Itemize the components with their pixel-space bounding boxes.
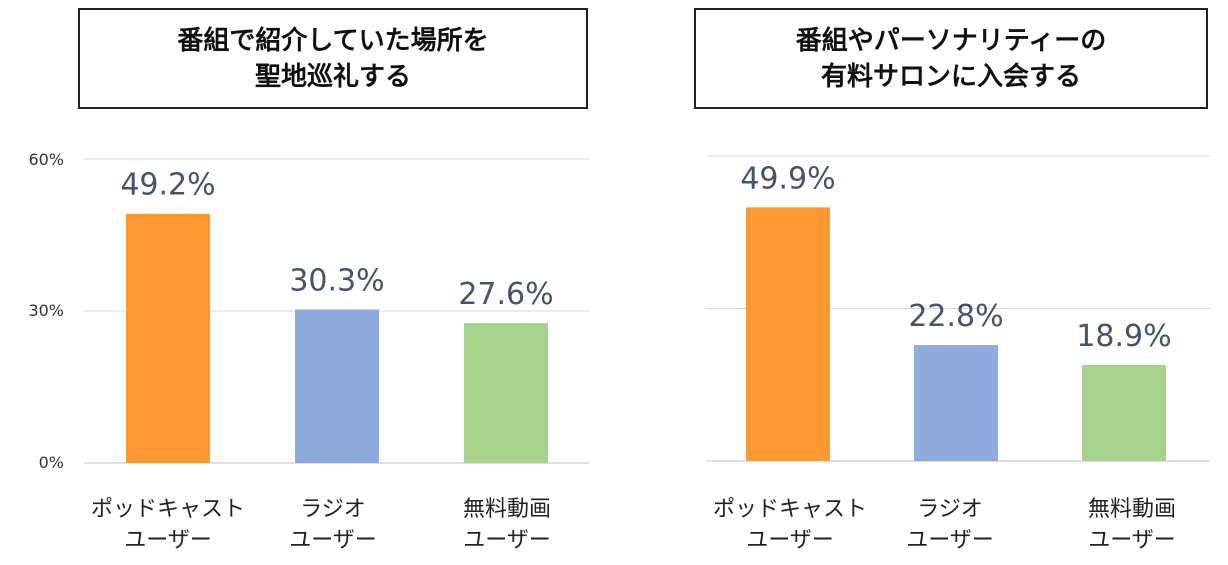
bar-radio <box>295 309 379 463</box>
category-label-line: 無料動画 <box>462 497 551 522</box>
value-label-podcast: 49.9% <box>740 161 835 196</box>
category-label-radio: ラジオ ユーザー <box>263 494 403 556</box>
category-label-line: ユーザー <box>906 528 994 553</box>
category-label-line: ユーザー <box>1088 528 1176 553</box>
category-label-radio: ラジオ ユーザー <box>880 494 1020 556</box>
chart-title-line-1: 番組で紹介していた場所を <box>177 25 489 56</box>
bar-free-video <box>464 323 548 463</box>
value-label-radio: 30.3% <box>289 263 384 298</box>
category-label-free-video: 無料動画 ユーザー <box>437 494 577 556</box>
category-label-line: ポッドキャスト <box>712 497 867 522</box>
value-label-free-video: 27.6% <box>458 277 553 312</box>
bar-radio <box>914 345 998 461</box>
category-label-podcast: ポッドキャスト ユーザー <box>680 494 900 556</box>
category-label-line: ラジオ <box>300 497 366 522</box>
y-tick-label: 30% <box>28 301 64 320</box>
bar-free-video <box>1082 364 1166 461</box>
bar-chart-right: 49.9% 22.8% 18.9% <box>706 155 1210 462</box>
chart-panel-left: 番組で紹介していた場所を 聖地巡礼する 60% 30% 0% 49.2% 30.3… <box>0 0 610 565</box>
value-label-radio: 22.8% <box>908 299 1003 334</box>
chart-panel-right: 番組やパーソナリティーの 有料サロンに入会する 49.9% 22.8% 18.9% … <box>614 0 1228 565</box>
bar-chart-left: 49.2% 30.3% 27.6% <box>84 158 590 464</box>
y-tick-label: 60% <box>28 150 64 169</box>
category-label-line: ユーザー <box>124 528 212 553</box>
category-label-line: ユーザー <box>289 528 377 553</box>
value-label-podcast: 49.2% <box>120 168 215 203</box>
chart-title-left: 番組で紹介していた場所を 聖地巡礼する <box>78 8 588 109</box>
chart-title-line-2: 有料サロンに入会する <box>820 61 1081 92</box>
category-label-free-video: 無料動画 ユーザー <box>1062 494 1202 556</box>
y-tick-label: 0% <box>38 453 64 472</box>
category-label-line: ユーザー <box>746 528 834 553</box>
category-label-line: ポッドキャスト <box>90 497 245 522</box>
chart-title-right: 番組やパーソナリティーの 有料サロンに入会する <box>694 8 1208 109</box>
value-label-free-video: 18.9% <box>1076 319 1171 354</box>
category-label-podcast: ポッドキャスト ユーザー <box>58 494 278 556</box>
chart-title-line-2: 聖地巡礼する <box>254 61 411 92</box>
bar-podcast <box>126 213 210 463</box>
bar-podcast <box>746 207 830 461</box>
category-label-line: ユーザー <box>463 528 551 553</box>
category-label-line: 無料動画 <box>1087 497 1176 522</box>
chart-title-line-1: 番組やパーソナリティーの <box>795 25 1107 56</box>
category-label-line: ラジオ <box>917 497 983 522</box>
